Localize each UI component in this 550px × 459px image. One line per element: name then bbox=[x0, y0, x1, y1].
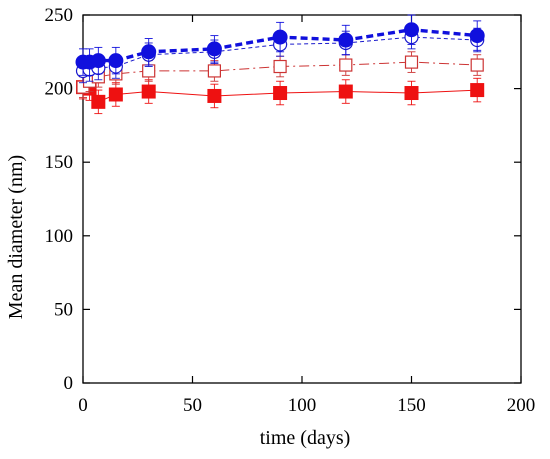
data-point bbox=[272, 29, 288, 45]
x-tick-label: 100 bbox=[288, 395, 317, 416]
data-point bbox=[207, 64, 221, 78]
data-point bbox=[470, 83, 485, 98]
series-layer bbox=[75, 14, 485, 115]
data-point bbox=[470, 58, 484, 72]
series-1 bbox=[75, 14, 485, 76]
data-point bbox=[338, 84, 353, 99]
series-line bbox=[82, 61, 478, 88]
data-point bbox=[338, 32, 354, 48]
data-point bbox=[207, 88, 222, 103]
x-tick-label: 0 bbox=[78, 395, 88, 416]
y-tick-label: 100 bbox=[45, 226, 74, 247]
data-point bbox=[469, 28, 485, 44]
data-point bbox=[404, 22, 419, 38]
data-point bbox=[339, 58, 353, 72]
series-line bbox=[82, 36, 478, 72]
data-point bbox=[273, 86, 288, 101]
data-point bbox=[91, 94, 106, 109]
data-point bbox=[141, 84, 156, 99]
data-point bbox=[90, 53, 106, 69]
y-tick-label: 0 bbox=[64, 373, 74, 394]
data-point bbox=[404, 55, 419, 69]
x-tick-label: 150 bbox=[397, 395, 426, 416]
y-axis-title: Mean diameter (nm) bbox=[5, 155, 27, 319]
data-point bbox=[108, 53, 124, 69]
data-point bbox=[404, 86, 419, 101]
data-point bbox=[141, 44, 157, 60]
y-tick-label: 250 bbox=[45, 5, 74, 26]
data-point bbox=[273, 59, 287, 74]
x-tick-label: 50 bbox=[183, 395, 202, 416]
x-axis-title: time (days) bbox=[260, 427, 351, 449]
y-axis-ticks: 0 50 100 150 200 250 bbox=[45, 5, 521, 394]
y-tick-label: 150 bbox=[45, 152, 74, 173]
y-tick-label: 50 bbox=[54, 299, 73, 320]
x-tick-label: 200 bbox=[507, 395, 536, 416]
series-4 bbox=[76, 74, 485, 115]
data-point bbox=[206, 41, 222, 57]
data-point bbox=[108, 87, 123, 102]
x-axis-ticks: 0 50 100 150 200 bbox=[78, 15, 535, 416]
y-tick-label: 200 bbox=[45, 79, 74, 100]
